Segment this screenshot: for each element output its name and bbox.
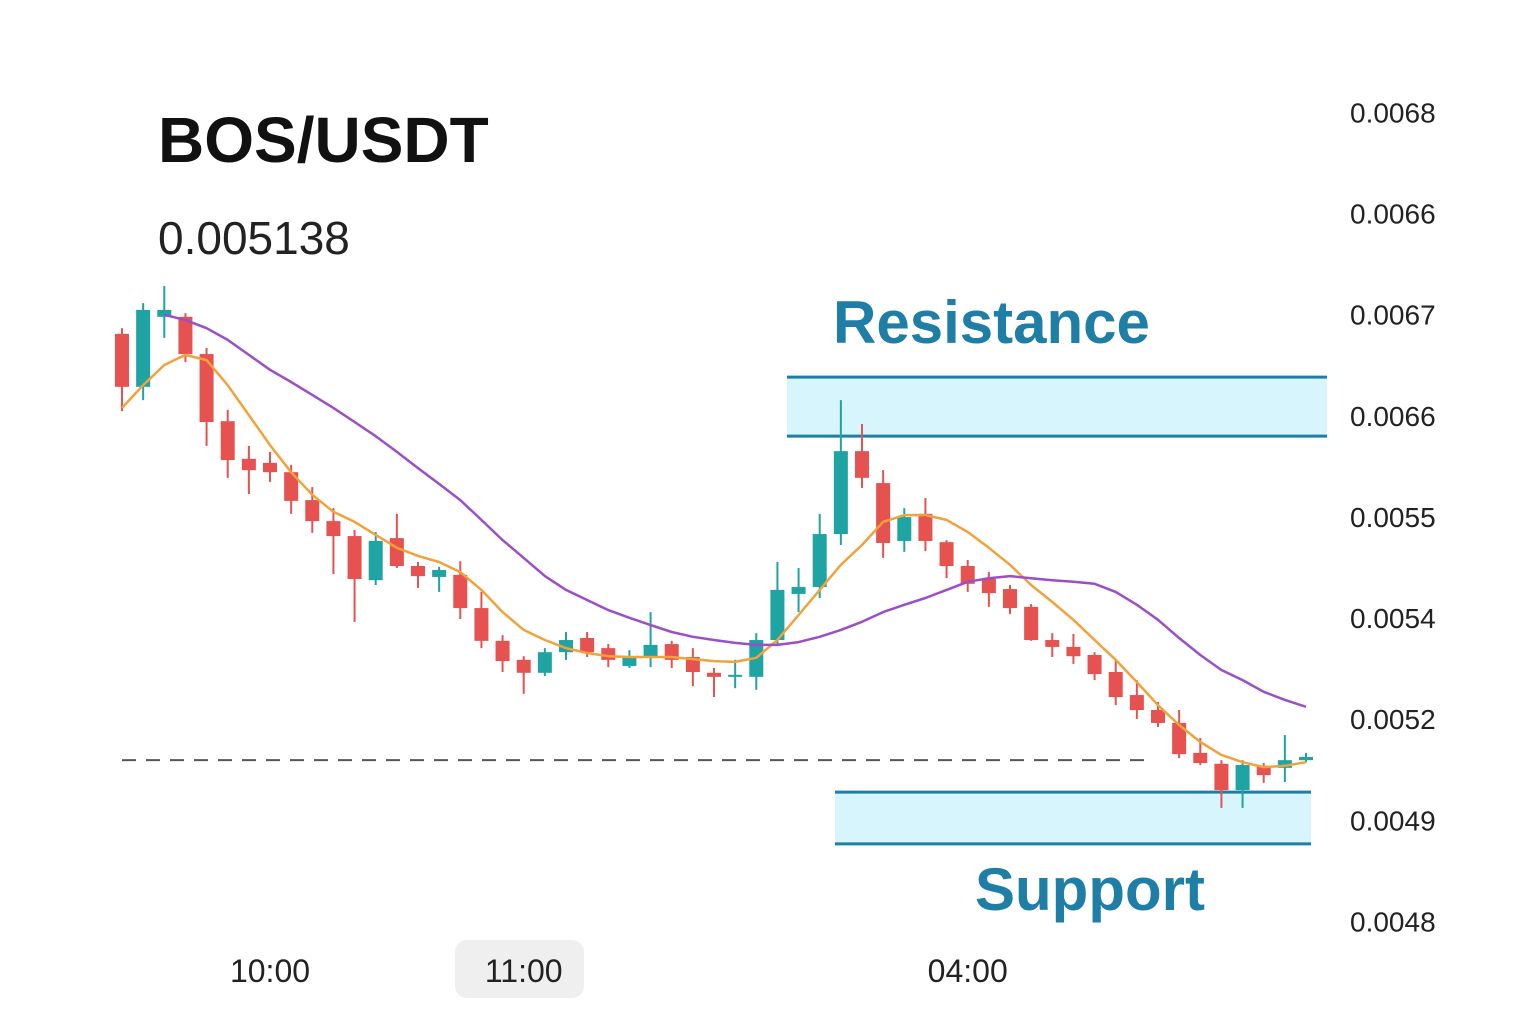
candle-body (728, 674, 743, 677)
y-tick-label: 0.0049 (1350, 805, 1436, 836)
candle-body (685, 657, 700, 672)
candle-body (389, 538, 404, 567)
x-tick-label: 10:00 (230, 953, 310, 989)
candle-body (1172, 722, 1187, 755)
candle-body (178, 316, 193, 355)
candle-body (601, 648, 616, 660)
candle-body (855, 451, 869, 478)
candle-body (368, 540, 383, 581)
candle-body (1193, 752, 1208, 764)
candle-body (516, 659, 531, 673)
candle-body (1235, 765, 1250, 791)
candle-body (220, 421, 235, 461)
y-tick-label: 0.0066 (1350, 199, 1436, 230)
candle-body (981, 578, 996, 594)
candle-body (326, 521, 341, 537)
candle-body (791, 587, 806, 594)
candle-body (305, 500, 320, 522)
zone (835, 792, 1311, 844)
candle-body (1066, 646, 1081, 657)
candle-body (833, 451, 848, 535)
candle-body (1214, 763, 1229, 791)
candle-body (580, 638, 595, 653)
candle-body (643, 644, 658, 658)
candle-body (1108, 671, 1123, 698)
candle-body (241, 458, 256, 471)
y-tick-label: 0.0054 (1350, 603, 1436, 634)
chart-title: BOS/USDT (158, 104, 489, 176)
candle-body (115, 333, 129, 387)
moving-average-line (163, 313, 1307, 708)
support-label: Support (975, 856, 1205, 923)
resistance-label: Resistance (833, 289, 1150, 356)
moving-average-line (121, 353, 1307, 769)
candle-body (1299, 756, 1313, 761)
y-tick-label: 0.0048 (1350, 906, 1436, 937)
candle-body (284, 472, 299, 501)
y-tick-label: 0.0055 (1350, 502, 1436, 533)
candle-body (453, 574, 468, 609)
candle-body (474, 608, 489, 641)
candle-body (876, 483, 891, 543)
candle-body (918, 513, 933, 541)
y-tick-label: 0.0052 (1350, 704, 1436, 735)
candle-body (812, 534, 827, 588)
candle-body (960, 566, 975, 584)
candle-body (495, 640, 510, 662)
candle-body (1277, 760, 1292, 768)
candle-body (897, 517, 912, 541)
candle-body (1045, 640, 1060, 647)
candle-body (1024, 606, 1039, 641)
y-tick-label: 0.0066 (1350, 401, 1436, 432)
candle-body (411, 566, 425, 577)
y-tick-label: 0.0068 (1350, 97, 1436, 128)
candle-body (1129, 695, 1144, 711)
candle-body (432, 570, 447, 577)
zone (787, 377, 1327, 437)
candle-body (263, 462, 277, 473)
candle-body (1151, 710, 1165, 723)
x-tick-label: 11:00 (485, 953, 563, 989)
candle-body (347, 536, 362, 579)
candle-body (770, 589, 785, 641)
candle-body (1256, 765, 1271, 776)
candle-body (199, 354, 214, 423)
candle-body (136, 309, 151, 387)
candle-body (939, 542, 954, 567)
x-tick-label: 04:00 (928, 953, 1008, 989)
y-tick-label: 0.0067 (1350, 300, 1436, 331)
current-price: 0.005138 (158, 212, 350, 264)
candle-body (1087, 655, 1102, 675)
candle-body (622, 657, 637, 666)
candle-body (157, 309, 172, 317)
candle-body (707, 672, 721, 677)
candle-body (1003, 589, 1017, 609)
time-highlight (455, 940, 584, 998)
candle-body (537, 652, 552, 673)
